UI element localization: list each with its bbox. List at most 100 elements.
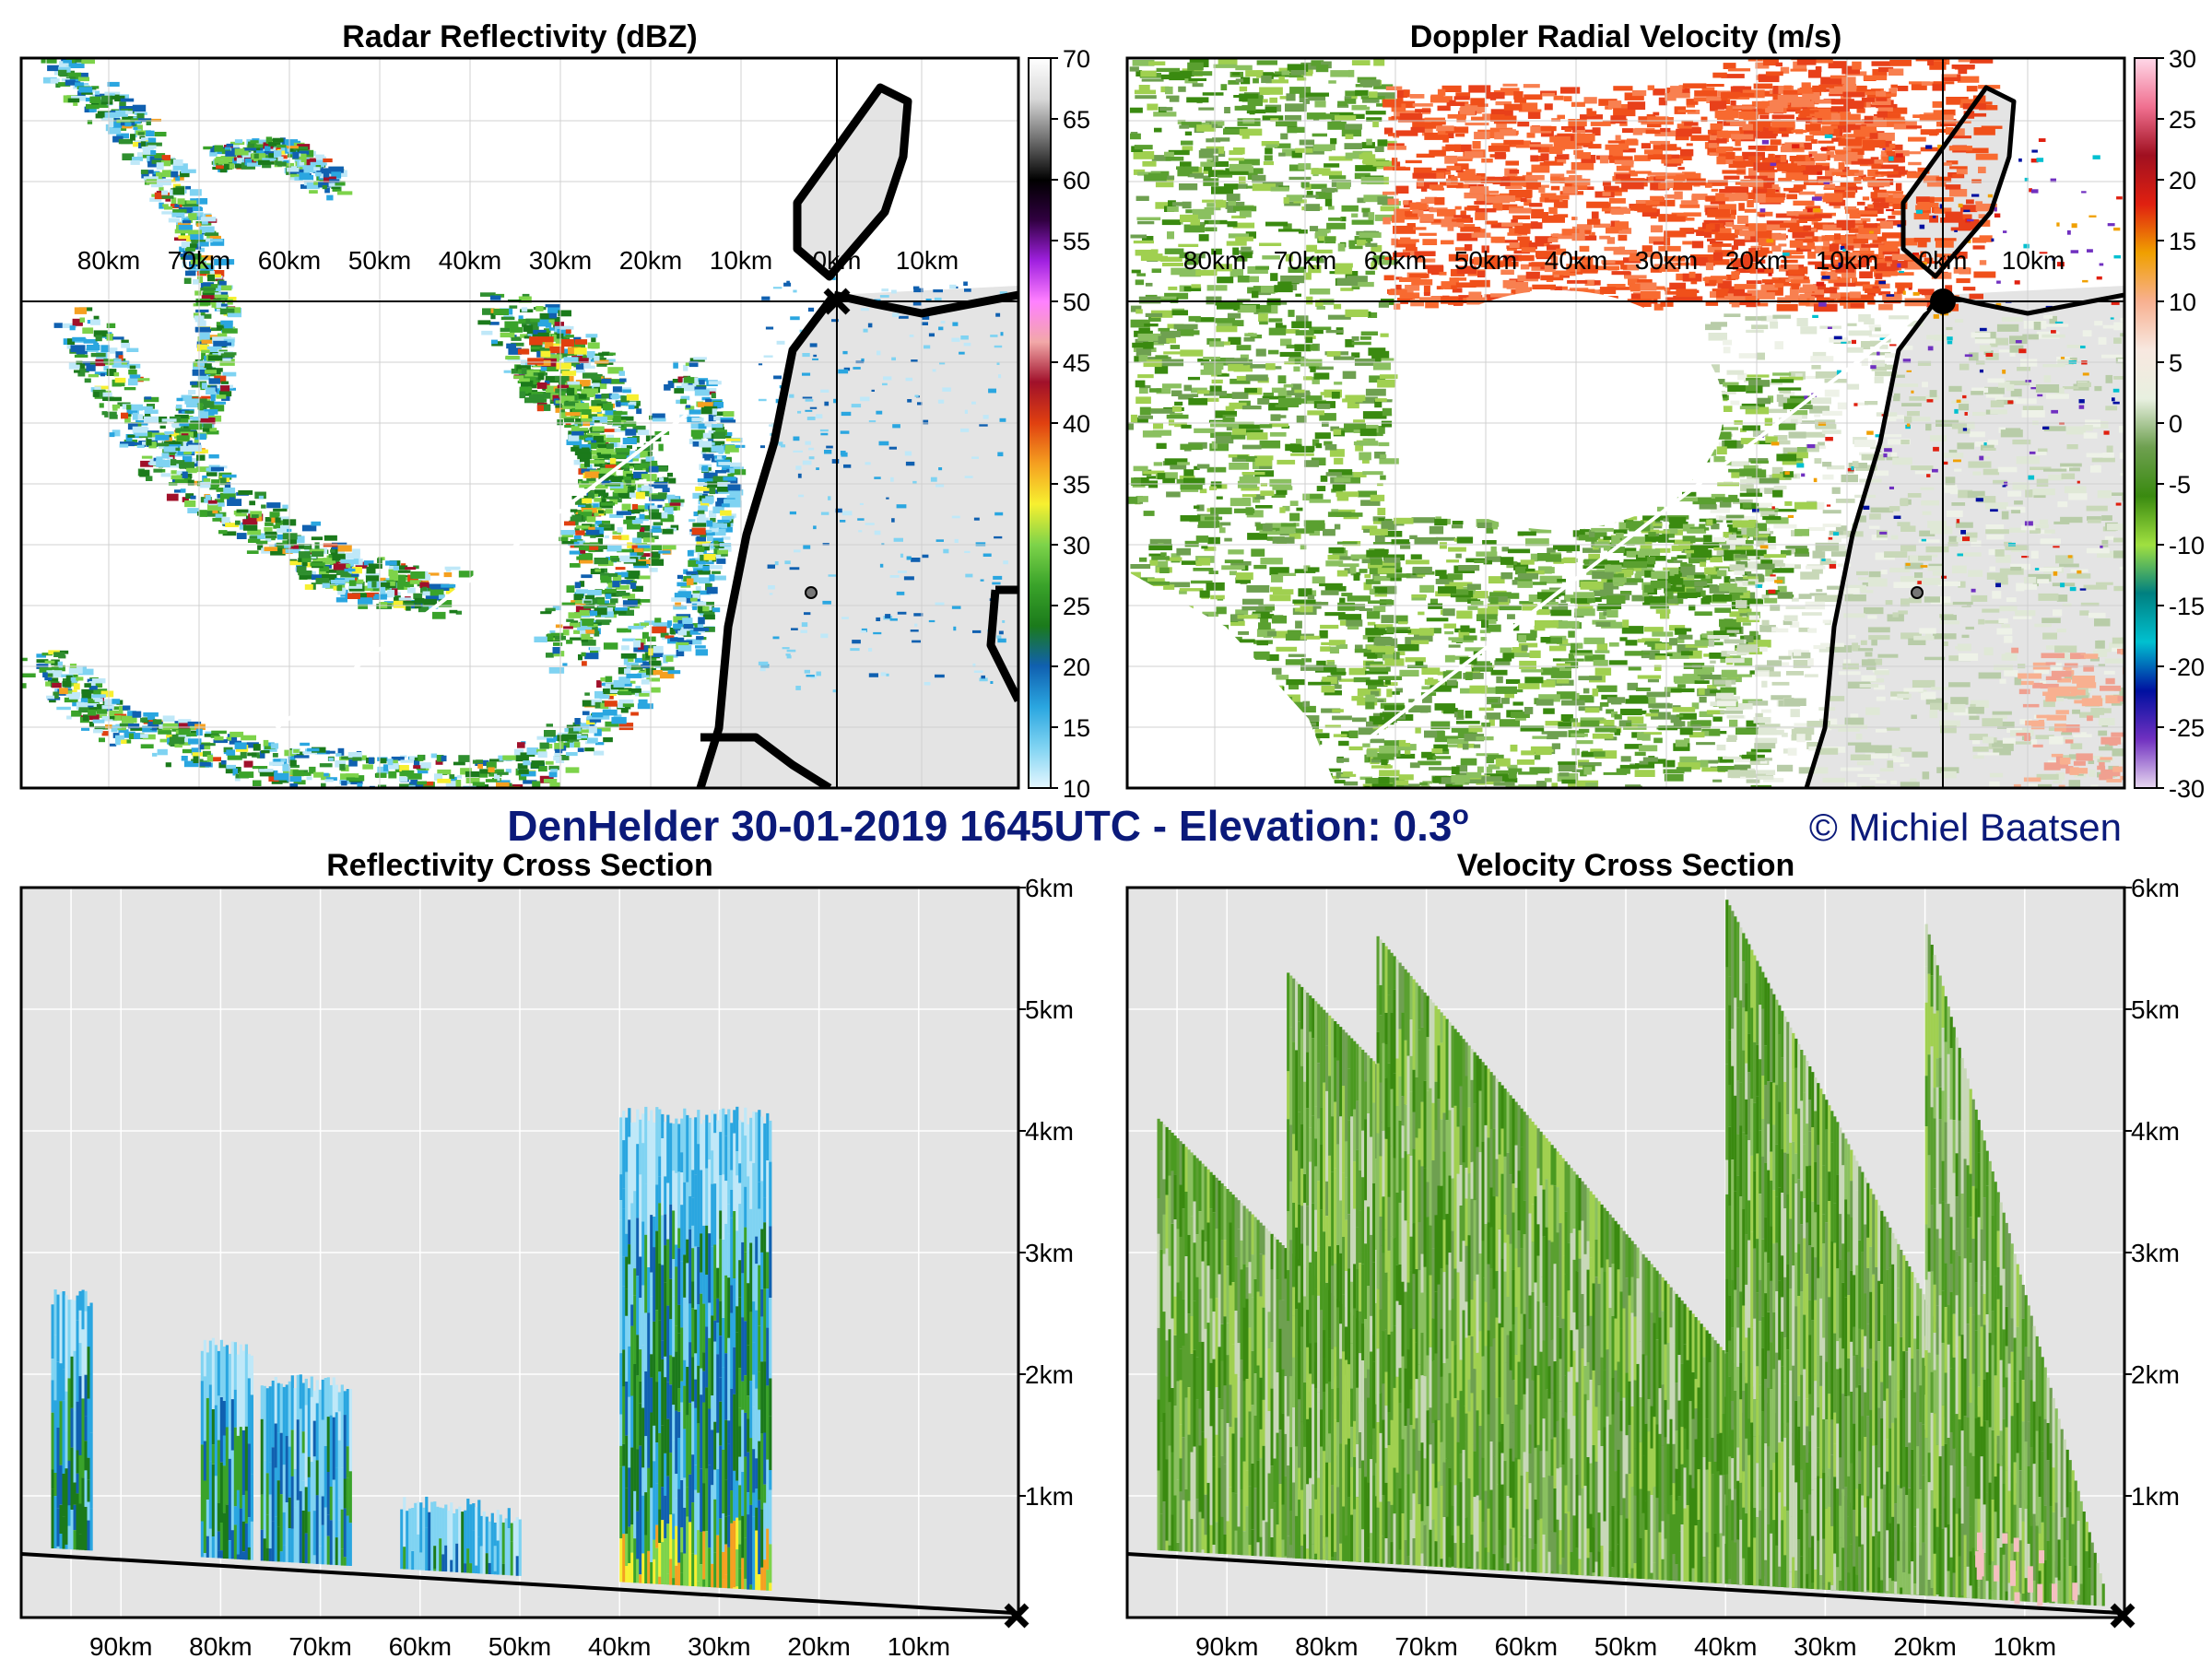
echo-band-main [218,501,225,507]
echo-cell [539,312,555,321]
echo-cell [566,585,575,593]
echo-band-south [638,699,648,704]
echo-band-outer [219,308,235,315]
echo-cell [616,592,630,596]
echo-band-north [234,139,243,144]
echo-band-south [651,687,661,693]
velocity-inbound [1288,266,1307,273]
echo-band-south [377,766,384,771]
echo-band-south [288,783,299,788]
echo-speckle [763,355,773,358]
echo-band-east [702,432,712,439]
echo-band-main [229,497,235,503]
velocity-inbound [1314,366,1334,371]
echo-band-south [554,752,561,756]
echo-band-main [112,336,124,340]
velocity-inbound [1228,364,1243,371]
velocity-inbound [1235,572,1253,581]
echo-band-main [140,460,154,467]
echo-speckle [951,337,960,342]
velocity-inbound [1236,375,1247,381]
echo-cell [668,477,677,484]
velocity-inbound [1242,598,1264,605]
echo-band-east [692,436,701,440]
echo-cell [637,575,651,580]
velocity-inbound [1192,71,1213,76]
echo-band-main [387,589,395,597]
velocity-inbound [1260,286,1278,293]
echo-band-south [152,752,158,757]
velocity-inbound [1324,585,1347,592]
echo-core [524,397,539,404]
velocity-inbound [1351,284,1360,289]
echo-band-south [653,670,663,676]
echo-band-south [71,710,82,717]
echo-band-outer [182,261,187,268]
velocity-inbound [1228,549,1244,555]
velocity-inbound [1162,383,1182,389]
echo-band-main [239,524,245,530]
velocity-inbound [1170,345,1181,349]
velocity-inbound [1227,312,1241,319]
velocity-inbound [1268,327,1287,335]
echo-band-south [497,771,509,775]
velocity-inbound [1155,202,1173,209]
echo-band-south [547,737,556,743]
echo-core [579,546,594,551]
echo-core [594,512,599,517]
echo-band-south [313,771,324,778]
echo-band-east [686,639,702,645]
echo-band-south [96,709,108,714]
velocity-inbound [1356,240,1368,246]
echo-cell [630,581,637,584]
echo-core [512,375,524,379]
echo-band-north [214,145,223,152]
velocity-inbound [1377,139,1388,147]
echo-speckle [886,673,889,677]
echo-band-south [46,673,53,677]
echo-cell [573,629,583,634]
echo-band-south [232,768,238,776]
velocity-inbound [1375,624,1394,628]
velocity-inbound [1224,537,1232,542]
echo-band-main [124,417,131,424]
echo-band-south [477,763,483,769]
echo-speckle [785,653,791,656]
velocity-inbound [1209,385,1222,392]
echo-band-outer [208,327,225,332]
echo-speckle [876,617,881,621]
echo-speckle [981,675,985,679]
velocity-inbound [1217,373,1230,377]
echo-band-main [214,499,225,503]
echo-band-south [594,750,605,756]
echo-band-main [110,347,118,354]
echo-band-south [78,707,89,713]
velocity-inbound [1310,328,1324,335]
velocity-inbound [1252,304,1272,312]
echo-band-north [236,158,245,164]
velocity-inbound [1328,218,1343,221]
velocity-inbound [1315,300,1324,307]
echo-band-main [86,364,96,371]
echo-band-south [280,759,287,762]
velocity-inbound [1203,357,1220,360]
echo-band-main [118,355,124,362]
echo-band-outer [149,156,163,162]
echo-band-east [721,552,728,557]
echo-band-east [708,381,722,385]
echo-band-east [692,590,700,595]
echo-band-north [292,153,307,160]
echo-band-south [271,779,283,784]
echo-band-outer [198,270,212,275]
echo-band-main [309,548,324,553]
velocity-inbound [1328,547,1344,554]
echo-band-east [729,467,735,474]
echo-core [581,415,589,420]
echo-cell [596,403,604,408]
velocity-inbound [1200,369,1222,375]
echo-band-main [345,577,355,582]
velocity-inbound [1333,429,1342,435]
echo-band-south [518,769,529,774]
echo-band-main [264,526,273,532]
velocity-inbound [1247,265,1268,274]
